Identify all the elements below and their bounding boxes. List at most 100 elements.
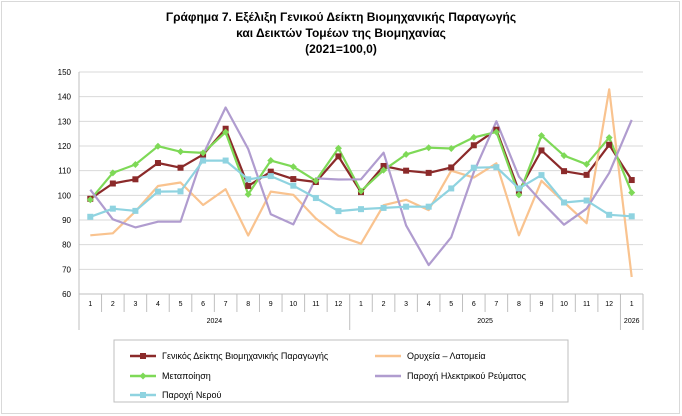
data-point-series-2 xyxy=(131,161,139,168)
data-point-series-0 xyxy=(245,182,252,189)
data-point-series-4 xyxy=(380,204,387,211)
data-point-series-4 xyxy=(583,197,590,204)
x-tick-label: 6 xyxy=(472,301,476,308)
x-tick-label: 10 xyxy=(289,301,297,308)
y-tick-label-140: 140 xyxy=(58,93,72,102)
data-point-series-4 xyxy=(403,203,410,210)
data-point-series-0 xyxy=(448,164,455,171)
x-tick-label: 3 xyxy=(133,301,137,308)
data-point-series-2 xyxy=(605,134,613,142)
series-line-1 xyxy=(90,88,633,278)
chart-title-line-3: (2021=100,0) xyxy=(305,42,377,56)
data-point-series-2 xyxy=(537,132,545,140)
x-tick-label: 12 xyxy=(335,301,343,308)
data-point-series-4 xyxy=(245,176,252,183)
x-tick-label: 5 xyxy=(179,301,183,308)
data-point-series-2 xyxy=(470,133,478,141)
chart-title: Γράφημα 7. Εξέλιξη Γενικού Δείκτη Βιομηχ… xyxy=(0,9,682,57)
data-point-series-4 xyxy=(290,182,297,189)
data-point-series-0 xyxy=(267,168,274,175)
data-point-series-0 xyxy=(380,162,387,169)
x-tick-label: 1 xyxy=(630,301,634,308)
data-point-series-0 xyxy=(628,177,635,184)
data-point-series-2 xyxy=(199,149,207,157)
data-point-series-2 xyxy=(267,157,275,165)
x-tick-label: 5 xyxy=(449,301,453,308)
data-point-series-0 xyxy=(335,153,342,160)
data-point-series-4 xyxy=(177,188,184,195)
data-point-series-4 xyxy=(222,157,229,164)
data-point-series-4 xyxy=(267,173,274,180)
x-tick-label: 8 xyxy=(246,301,250,308)
x-tick-label: 2 xyxy=(111,301,115,308)
data-point-series-2 xyxy=(628,189,636,197)
data-point-series-2 xyxy=(312,177,320,185)
y-tick-label-60: 60 xyxy=(62,290,71,299)
data-point-series-0 xyxy=(425,169,432,176)
data-point-series-2 xyxy=(357,187,365,195)
data-point-series-2 xyxy=(222,128,230,136)
data-point-series-4 xyxy=(561,199,568,206)
data-point-series-0 xyxy=(154,160,161,167)
data-point-series-2 xyxy=(289,163,297,171)
x-tick-label: 3 xyxy=(404,301,408,308)
data-point-series-4 xyxy=(425,203,432,210)
x-tick-label: 6 xyxy=(201,301,205,308)
y-tick-label-120: 120 xyxy=(58,142,72,151)
y-tick-label-150: 150 xyxy=(58,68,72,77)
legend-marker-2 xyxy=(139,372,147,380)
data-point-series-2 xyxy=(177,148,185,156)
data-point-series-4 xyxy=(200,157,207,164)
x-tick-label: 1 xyxy=(88,301,92,308)
data-point-series-4 xyxy=(470,164,477,171)
data-point-series-4 xyxy=(132,207,139,214)
data-point-series-0 xyxy=(561,168,568,175)
data-point-series-0 xyxy=(583,171,590,178)
data-point-series-2 xyxy=(402,150,410,158)
legend-marker-0 xyxy=(140,353,146,359)
data-point-series-4 xyxy=(538,172,545,179)
data-point-series-0 xyxy=(177,164,184,171)
x-tick-label: 11 xyxy=(583,301,590,308)
data-point-series-4 xyxy=(493,164,500,171)
year-label-2025: 2025 xyxy=(477,318,493,325)
y-tick-label-110: 110 xyxy=(58,167,71,176)
y-tick-label-70: 70 xyxy=(62,265,71,274)
year-label-2026: 2026 xyxy=(624,318,640,325)
x-tick-label: 9 xyxy=(269,301,273,308)
data-point-series-2 xyxy=(109,169,117,177)
x-tick-label: 12 xyxy=(605,301,613,308)
legend-label-1: Ορυχεία – Λατομεία xyxy=(407,351,486,361)
x-tick-label: 4 xyxy=(427,301,431,308)
data-point-series-0 xyxy=(403,167,410,174)
data-point-series-0 xyxy=(606,141,613,148)
data-point-series-4 xyxy=(448,185,455,192)
data-point-series-0 xyxy=(132,176,139,183)
legend-label-0: Γενικός Δείκτης Βιομηχανικής Παραγωγής xyxy=(162,351,329,361)
legend-box xyxy=(113,339,569,403)
data-point-series-0 xyxy=(538,147,545,154)
data-point-series-2 xyxy=(154,142,162,150)
x-tick-label: 1 xyxy=(359,301,363,308)
data-point-series-0 xyxy=(470,142,477,149)
x-tick-label: 8 xyxy=(517,301,521,308)
data-point-series-2 xyxy=(334,144,342,152)
legend-label-2: Μεταποίηση xyxy=(162,371,211,381)
series-line-3 xyxy=(89,106,633,267)
x-tick-label: 11 xyxy=(312,301,319,308)
x-tick-label: 7 xyxy=(494,301,498,308)
y-tick-label-130: 130 xyxy=(58,117,72,126)
y-tick-label-100: 100 xyxy=(58,191,72,200)
chart-title-line-2: και Δεικτών Τομέων της Βιομηχανίας xyxy=(236,26,446,40)
legend-label-3: Παροχή Ηλεκτρικού Ρεύματος xyxy=(407,371,527,381)
data-point-series-4 xyxy=(312,195,319,202)
legend-label-4: Παροχή Νερού xyxy=(162,390,221,400)
data-point-series-4 xyxy=(87,213,94,220)
data-point-series-0 xyxy=(290,176,297,183)
x-tick-label: 9 xyxy=(540,301,544,308)
y-tick-label-90: 90 xyxy=(62,216,71,225)
data-point-series-2 xyxy=(425,144,433,152)
data-point-series-2 xyxy=(244,190,252,198)
data-point-series-4 xyxy=(628,213,635,220)
